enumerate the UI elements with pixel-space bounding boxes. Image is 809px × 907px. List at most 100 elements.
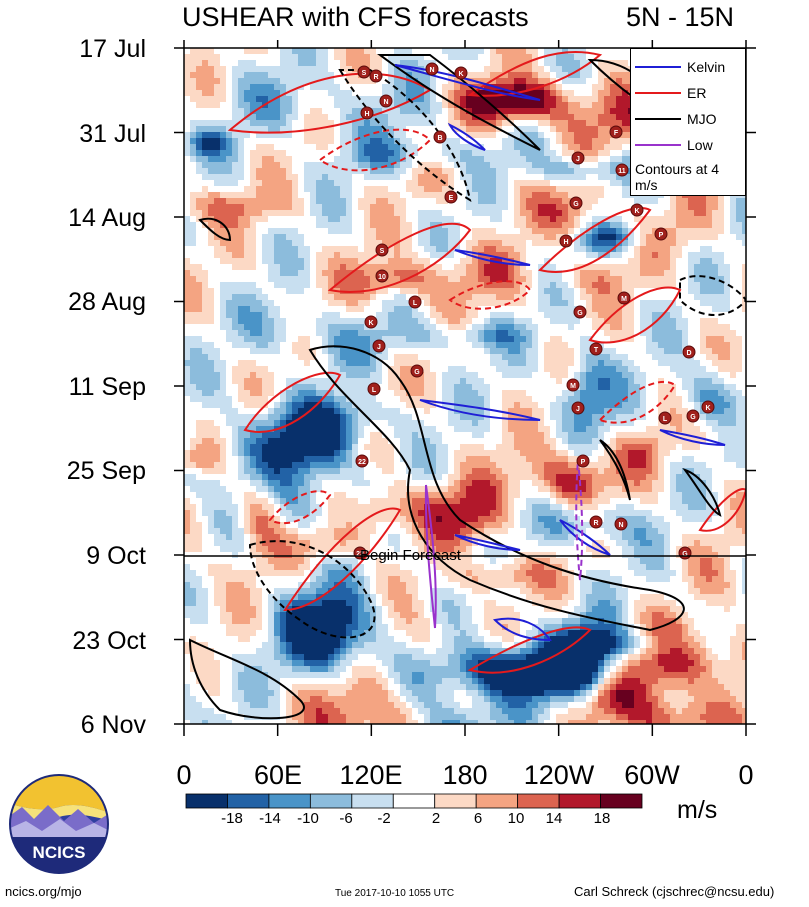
- shear-cell: [412, 270, 418, 276]
- shear-cell: [646, 348, 652, 354]
- shear-cell: [472, 288, 478, 294]
- shear-cell: [304, 120, 310, 126]
- shear-cell: [394, 312, 400, 318]
- shear-cell: [724, 420, 730, 426]
- shear-cell: [562, 120, 568, 126]
- shear-cell: [304, 432, 310, 438]
- shear-cell: [442, 384, 448, 390]
- shear-cell: [598, 378, 604, 384]
- shear-cell: [550, 450, 556, 456]
- shear-cell: [484, 336, 490, 342]
- shear-cell: [418, 282, 424, 288]
- shear-cell: [484, 180, 490, 186]
- shear-cell: [508, 372, 514, 378]
- shear-cell: [448, 180, 454, 186]
- shear-cell: [640, 444, 646, 450]
- shear-cell: [424, 366, 430, 372]
- shear-cell: [514, 360, 520, 366]
- shear-cell: [256, 156, 262, 162]
- shear-cell: [328, 222, 334, 228]
- shear-cell: [262, 84, 268, 90]
- shear-cell: [700, 342, 706, 348]
- shear-cell: [616, 288, 622, 294]
- shear-cell: [238, 306, 244, 312]
- shear-cell: [574, 108, 580, 114]
- shear-cell: [334, 156, 340, 162]
- shear-cell: [424, 114, 430, 120]
- shear-cell: [598, 192, 604, 198]
- shear-cell: [334, 180, 340, 186]
- shear-cell: [454, 318, 460, 324]
- shear-cell: [370, 378, 376, 384]
- shear-cell: [190, 294, 196, 300]
- shear-cell: [718, 228, 724, 234]
- shear-cell: [730, 408, 736, 414]
- shear-cell: [286, 378, 292, 384]
- shear-cell: [364, 120, 370, 126]
- shear-cell: [292, 234, 298, 240]
- shear-cell: [520, 78, 526, 84]
- shear-cell: [244, 120, 250, 126]
- shear-cell: [352, 246, 358, 252]
- shear-cell: [190, 126, 196, 132]
- shear-cell: [610, 264, 616, 270]
- shear-cell: [502, 276, 508, 282]
- shear-cell: [292, 456, 298, 462]
- shear-cell: [304, 270, 310, 276]
- shear-cell: [610, 336, 616, 342]
- shear-cell: [370, 48, 376, 54]
- shear-cell: [616, 366, 622, 372]
- shear-cell: [490, 348, 496, 354]
- shear-cell: [472, 186, 478, 192]
- shear-cell: [604, 168, 610, 174]
- shear-cell: [598, 312, 604, 318]
- shear-cell: [448, 138, 454, 144]
- shear-cell: [610, 138, 616, 144]
- shear-cell: [250, 228, 256, 234]
- shear-cell: [520, 366, 526, 372]
- shear-cell: [418, 318, 424, 324]
- shear-cell: [532, 54, 538, 60]
- shear-cell: [664, 432, 670, 438]
- shear-cell: [514, 432, 520, 438]
- shear-cell: [448, 408, 454, 414]
- shear-cell: [292, 378, 298, 384]
- shear-cell: [202, 156, 208, 162]
- shear-cell: [322, 408, 328, 414]
- shear-cell: [340, 342, 346, 348]
- shear-cell: [616, 96, 622, 102]
- shear-cell: [376, 288, 382, 294]
- shear-cell: [346, 162, 352, 168]
- shear-cell: [424, 336, 430, 342]
- shear-cell: [472, 384, 478, 390]
- shear-cell: [316, 450, 322, 456]
- shear-cell: [298, 450, 304, 456]
- shear-cell: [496, 360, 502, 366]
- shear-cell: [712, 222, 718, 228]
- shear-cell: [502, 144, 508, 150]
- shear-cell: [328, 186, 334, 192]
- shear-cell: [718, 366, 724, 372]
- shear-cell: [520, 462, 526, 468]
- shear-cell: [538, 306, 544, 312]
- shear-cell: [292, 270, 298, 276]
- shear-cell: [256, 204, 262, 210]
- shear-cell: [298, 408, 304, 414]
- shear-cell: [280, 414, 286, 420]
- shear-cell: [208, 366, 214, 372]
- shear-cell: [256, 366, 262, 372]
- shear-cell: [202, 126, 208, 132]
- shear-cell: [262, 348, 268, 354]
- shear-cell: [394, 360, 400, 366]
- shear-cell: [304, 162, 310, 168]
- shear-cell: [688, 204, 694, 210]
- shear-cell: [364, 96, 370, 102]
- shear-cell: [586, 138, 592, 144]
- shear-cell: [550, 456, 556, 462]
- shear-cell: [556, 420, 562, 426]
- shear-cell: [466, 336, 472, 342]
- shear-cell: [598, 162, 604, 168]
- shear-cell: [238, 168, 244, 174]
- shear-cell: [370, 168, 376, 174]
- shear-cell: [358, 126, 364, 132]
